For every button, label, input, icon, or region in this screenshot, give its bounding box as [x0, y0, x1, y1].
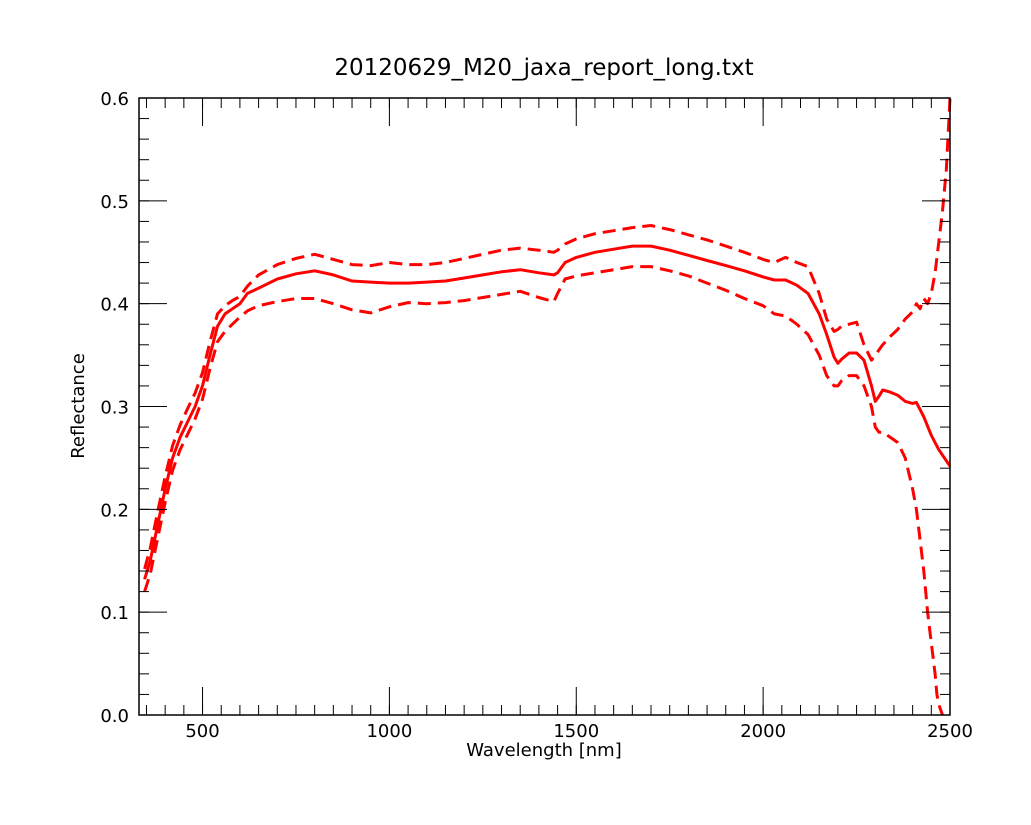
x-tick-label: 1500: [553, 721, 599, 742]
dashed-series-line: [143, 97, 952, 570]
y-tick-label: 0.2: [100, 500, 129, 521]
dashed-series-line: [143, 265, 944, 716]
plot-frame: [138, 97, 951, 716]
y-tick-label: 0.1: [100, 603, 129, 624]
x-tick-label: 2500: [927, 721, 973, 742]
y-axis-label: Reflectance: [68, 353, 89, 459]
ticks-layer: [139, 97, 951, 716]
y-tick-label: 0.0: [100, 706, 129, 727]
y-tick-label: 0.5: [100, 192, 129, 213]
y-tick-label: 0.4: [100, 295, 129, 316]
solid-series-line: [143, 244, 952, 580]
x-tick-label: 1000: [366, 721, 412, 742]
x-axis-label: Wavelength [nm]: [466, 740, 622, 761]
y-tick-label: 0.3: [100, 398, 129, 419]
tick-labels-layer: 500 1000 1500 2000 2500 0.0 0.1 0.2 0.3 0.4 0.5 0.6: [100, 89, 973, 742]
series-layer: [143, 97, 952, 716]
chart-title: 20120629_M20_jaxa_report_long.txt: [334, 55, 753, 81]
y-tick-label: 0.6: [100, 89, 129, 110]
x-tick-label: 500: [185, 721, 219, 742]
x-tick-label: 2000: [740, 721, 786, 742]
